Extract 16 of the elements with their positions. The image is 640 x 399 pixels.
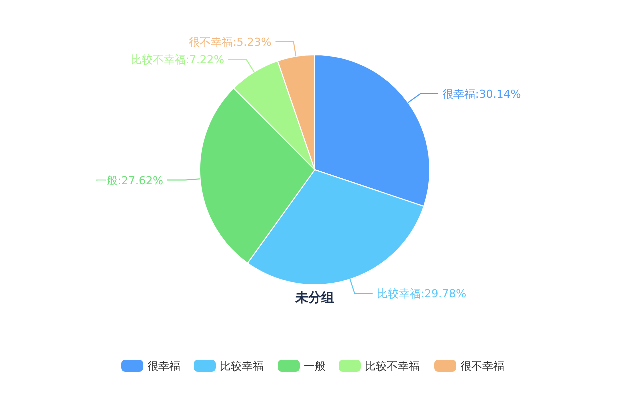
legend-label: 很不幸福 [460, 360, 504, 373]
data-label: :29.78% [420, 288, 467, 301]
data-label: :5.23% [233, 36, 272, 49]
legend-label: 很幸福 [148, 360, 180, 373]
legend-label: 比较不幸福 [365, 360, 420, 373]
legend-label: 一般 [304, 360, 326, 373]
slice-label: 一般 [96, 174, 118, 188]
slice-label: 很不幸福 [189, 36, 234, 49]
legend-label: 比较幸福 [220, 360, 264, 373]
text: 未分组 [294, 291, 334, 306]
data-label: :7.22% [186, 54, 224, 67]
data-label: :27.62% [118, 174, 164, 188]
slice-label: 比较幸福 [376, 288, 421, 301]
data-label: :30.14% [476, 88, 522, 102]
slice-label: 很幸福 [442, 88, 476, 102]
slice-label: 比较不幸福 [130, 54, 186, 67]
